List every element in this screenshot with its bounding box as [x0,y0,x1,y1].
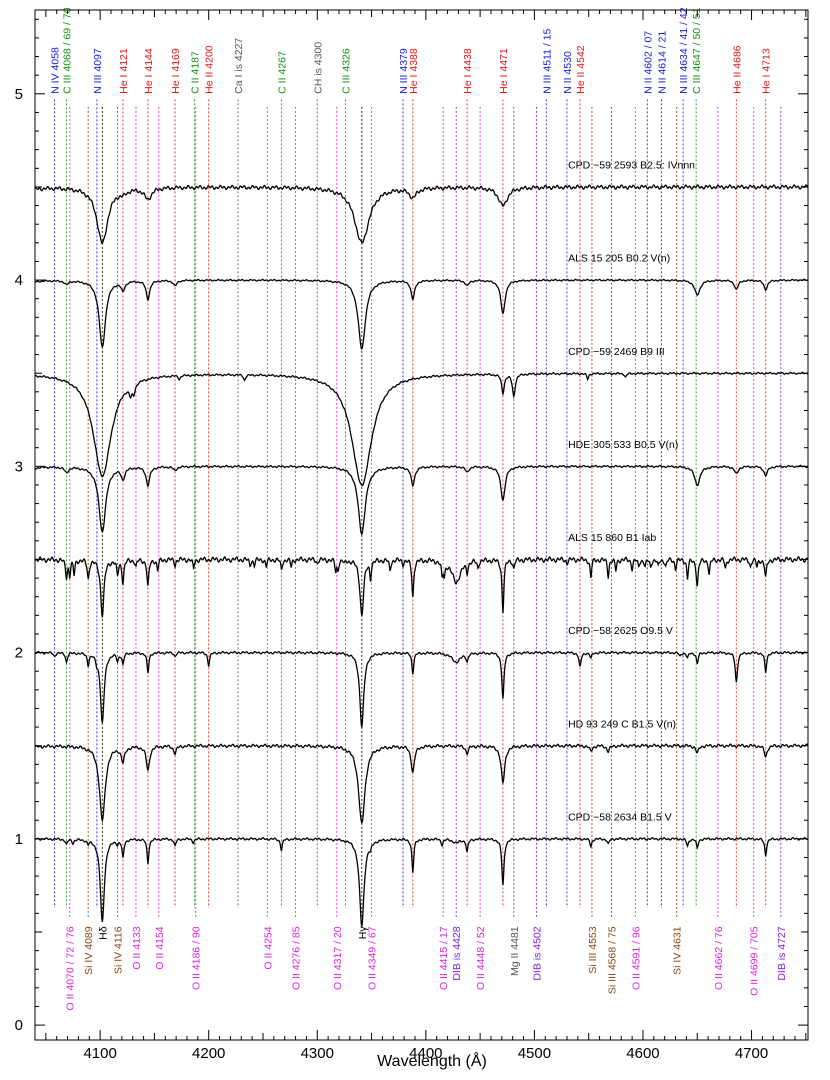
x-axis-title: Wavelength (Å) [377,1051,487,1070]
bottom-line-label: O II 4070 / 72 / 76 [65,926,77,1010]
bottom-line-label: DIB is 4502 [532,926,544,980]
bottom-line-label: Si IV 4631 [672,926,684,975]
bottom-line-label: O II 4276 / 85 [291,926,303,990]
bottom-line-label: Hγ [357,926,369,940]
top-line-label: Ca I is 4227 [233,38,245,94]
top-line-markers: N IV 4058 C III 4068 / 69 / 70 N III 4097 H… [50,7,773,908]
bottom-line-label: Si IV 4089 [83,926,95,975]
top-line-label: C III 4647 / 50 / 51 [691,7,703,94]
spectrum-line [34,743,809,825]
spectrum-line [34,278,809,351]
top-line-label: He II 4686 [731,45,743,94]
top-line-label: He II 4200 [204,45,216,94]
spectrum-line [34,836,809,927]
spectrum-line [34,556,809,618]
spectra-series [34,184,809,927]
top-line-label: N III 4511 / 15 [541,28,553,93]
top-line-label: CH is 4300 [312,42,324,94]
spectrum-label: HDE 305 533 B0.5 V(n) [568,439,678,451]
top-line-label: He I 4144 [143,48,155,94]
y-tick-label: 4 [15,272,23,289]
bottom-line-label: DIB is 4727 [776,926,788,980]
bottom-line-label: O II 4317 / 20 [332,926,344,990]
x-tick-label: 4300 [301,1045,334,1062]
bottom-line-label: O II 4186 / 90 [191,926,203,990]
top-line-label: He I 4713 [761,48,773,94]
x-tick-label: 4200 [192,1045,225,1062]
plot-frame [34,9,809,1041]
top-line-label: N II 4530 [562,51,574,94]
bottom-line-label: O II 4699 / 705 [749,926,761,996]
top-line-label: N III 4634 / 41 / 42 [678,7,690,94]
y-tick-label: 0 [15,1017,23,1034]
spectrum-label: CPD −58 2625 O9.5 V [568,625,673,637]
bottom-line-label: O II 4154 [154,926,166,969]
spectrum-label: ALS 15 860 B1 Iab [568,532,656,544]
top-line-label: He I 4388 [408,48,420,94]
spectrum-line [34,650,809,728]
bottom-line-label: Hδ [97,926,109,940]
y-tick-label: 3 [15,458,23,475]
bottom-line-label: Si III 4553 [587,926,599,973]
top-line-label: N III 4097 [92,48,104,94]
bottom-line-label: DIB is 4428 [451,926,463,980]
top-line-label: N II 4614 / 21 [656,31,668,94]
bottom-line-label: O II 4662 / 76 [713,926,725,990]
top-line-label: He I 4438 [462,48,474,94]
top-line-label: C III 4326 [341,48,353,94]
spectrum-label: CPD −59 2593 B2.5: IVnnn [568,160,695,172]
y-tick-label: 5 [15,86,23,103]
spectrum-label: ALS 15 205 B0.2 V(n) [568,253,670,265]
bottom-line-label: Si III 4568 / 75 [606,926,618,994]
bottom-line-markers: O II 4070 / 72 / 76 Si IV 4089 Hδ Si IV 411… [65,106,788,1010]
top-line-label: C III 4068 / 69 / 70 [61,7,73,94]
spectrum-label: CPD −58 2634 B1.5 V [568,811,672,823]
top-line-label: He II 4542 [575,45,587,94]
top-line-label: N IV 4058 [50,47,62,94]
spectrum-label: CPD −59 2469 B9 III [568,346,665,358]
bottom-line-label: O II 4349 / 67 [367,926,379,990]
x-tick-label: 4700 [735,1045,768,1062]
top-line-label: N II 4602 / 07 [642,31,654,94]
x-tick-label: 4600 [626,1045,659,1062]
bottom-line-label: O II 4591 / 96 [630,926,642,990]
y-tick-label: 1 [15,831,23,848]
bottom-line-label: O II 4133 [131,926,143,969]
top-line-label: He I 4121 [118,48,130,94]
spectrum-line [34,464,809,536]
x-tick-label: 4100 [83,1045,116,1062]
top-line-label: C II 4267 [276,51,288,94]
bottom-line-label: O II 4448 / 52 [475,926,487,990]
bottom-line-label: O II 4254 [262,926,274,969]
annotations: CPD −59 2593 B2.5: IVnnn ALS 15 205 B0.2 … [568,160,695,824]
spectrum-line [34,184,809,245]
y-tick-label: 2 [15,645,23,662]
x-tick-label: 4400 [409,1045,442,1062]
bottom-line-label: Si IV 4116 [113,926,125,974]
top-line-label: He I 4471 [498,48,510,94]
top-line-label: He I 4169 [170,48,182,94]
axes: 4100 4200 4300 4400 4500 4600 4700 0 1 2 3 4 5 [15,9,809,1062]
top-line-label: C II 4187 [190,51,202,94]
x-tick-label: 4500 [518,1045,551,1062]
bottom-line-label: Mg II 4481 [509,926,521,976]
bottom-line-label: O II 4415 / 17 [438,926,450,990]
spectrum-line [34,371,809,487]
top-line-label: N III 4379 [398,48,410,94]
spectrum-label: HD 93 249 C B1.5 V(n) [568,718,676,730]
